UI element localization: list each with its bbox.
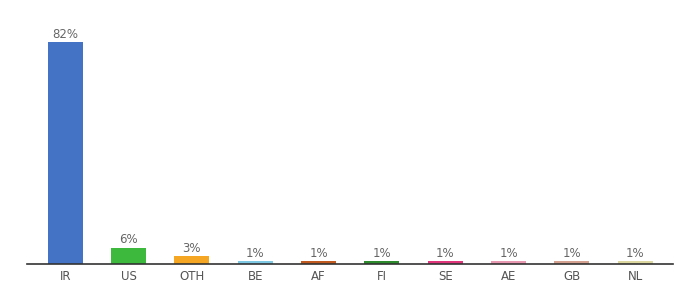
Bar: [618, 261, 653, 264]
Bar: [48, 42, 82, 264]
Bar: [175, 256, 209, 264]
Text: 1%: 1%: [309, 247, 328, 260]
Bar: [428, 261, 462, 264]
Text: 1%: 1%: [246, 247, 265, 260]
Bar: [111, 248, 146, 264]
Text: 1%: 1%: [499, 247, 518, 260]
Bar: [301, 261, 336, 264]
Text: 82%: 82%: [52, 28, 78, 41]
Text: 1%: 1%: [436, 247, 454, 260]
Bar: [364, 261, 399, 264]
Bar: [491, 261, 526, 264]
Text: 1%: 1%: [562, 247, 581, 260]
Text: 1%: 1%: [626, 247, 645, 260]
Text: 1%: 1%: [373, 247, 391, 260]
Text: 3%: 3%: [183, 242, 201, 254]
Bar: [238, 261, 273, 264]
Text: 6%: 6%: [119, 233, 138, 246]
Bar: [554, 261, 590, 264]
